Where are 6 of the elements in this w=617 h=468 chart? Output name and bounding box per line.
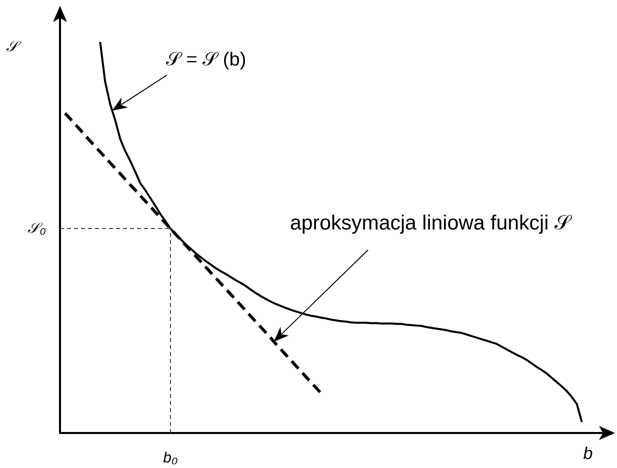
y-axis-title: 𝒮 <box>6 38 22 56</box>
text: b₀ <box>163 450 178 466</box>
annotation: aproksymacja liniowa funkcji 𝒮 <box>290 212 574 234</box>
ref-line-label: 𝒮₀ <box>28 220 46 238</box>
annotation: 𝒮 = 𝒮 (b) <box>166 50 246 70</box>
x-axis-title: b <box>583 444 593 463</box>
